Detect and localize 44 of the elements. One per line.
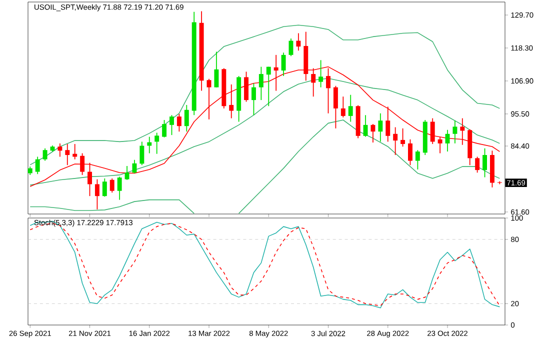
candlestick <box>35 156 40 175</box>
candlestick <box>214 51 219 88</box>
candlestick <box>58 142 62 158</box>
candlestick <box>102 178 107 198</box>
candlestick <box>363 114 368 138</box>
candlestick <box>124 166 130 180</box>
candlestick <box>400 128 406 148</box>
candlestick <box>94 178 100 210</box>
candlestick <box>132 159 137 174</box>
candlestick <box>154 132 160 154</box>
candlestick <box>80 152 85 176</box>
candlestick <box>251 82 256 116</box>
candlestick <box>340 96 346 118</box>
candlestick <box>296 32 301 52</box>
candlestick <box>482 148 488 178</box>
candlestick <box>386 106 390 142</box>
candlestick <box>42 148 48 162</box>
candlestick <box>475 156 480 174</box>
candlestick <box>229 84 234 119</box>
candlestick <box>452 120 458 144</box>
candlestick <box>460 118 465 146</box>
candlestick <box>393 126 398 156</box>
candlestick <box>318 60 324 88</box>
candlestick <box>408 138 412 166</box>
candlestick <box>333 85 338 129</box>
candlestick <box>140 141 144 166</box>
candlestick <box>206 78 212 120</box>
candlestick <box>438 136 442 154</box>
candlestick <box>65 144 70 166</box>
candlestick <box>184 104 189 132</box>
candlestick <box>348 94 353 122</box>
candlestick <box>281 52 286 76</box>
candlestick <box>170 114 174 136</box>
candlestick <box>415 150 420 170</box>
candlestick <box>258 66 264 100</box>
candlestick <box>110 178 114 194</box>
candlestick <box>176 113 182 132</box>
candlestick <box>370 124 376 144</box>
candlestick <box>162 120 167 138</box>
candlestick <box>117 176 122 200</box>
candlestick <box>266 66 271 107</box>
candlestick <box>244 71 249 102</box>
candlestick <box>378 112 383 142</box>
candlestick <box>430 118 435 144</box>
